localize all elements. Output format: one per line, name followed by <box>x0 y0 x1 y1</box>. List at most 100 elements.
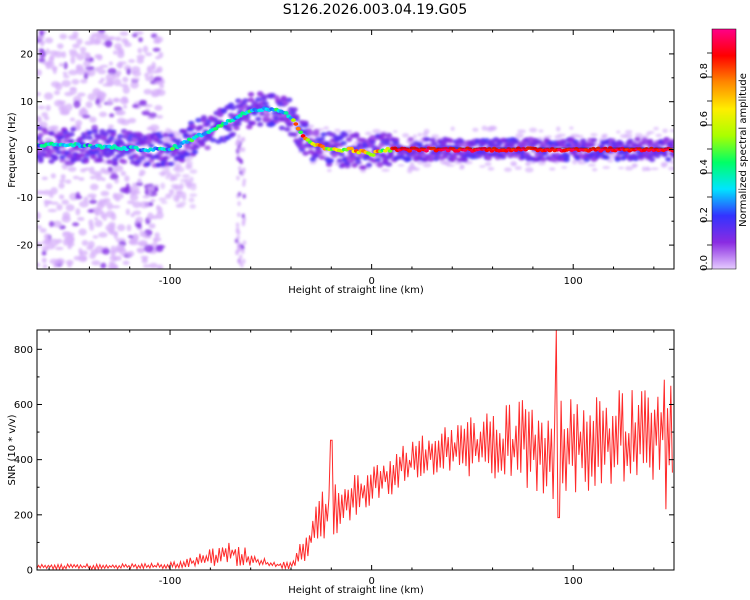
noise-speck <box>669 129 674 133</box>
ridge-halo <box>220 108 228 114</box>
noise-speck <box>88 219 94 227</box>
ridge-halo <box>380 132 387 138</box>
noise-speck <box>41 257 47 264</box>
ridge-halo <box>458 142 465 148</box>
noise-speck <box>164 165 170 171</box>
noise-speck <box>107 68 117 75</box>
noise-speck <box>538 160 546 166</box>
noise-speck <box>590 133 598 137</box>
ridge-halo <box>345 137 353 142</box>
noise-speck <box>73 100 81 109</box>
noise-speck <box>417 132 423 137</box>
ridge-halo <box>70 126 77 132</box>
ridge-halo <box>313 128 320 134</box>
noise-speck <box>65 259 74 266</box>
noise-speck <box>63 75 70 79</box>
noise-speck <box>88 240 95 249</box>
noise-speck <box>94 217 99 221</box>
ridge-halo <box>280 95 287 101</box>
noise-speck <box>142 45 149 53</box>
noise-speck <box>115 36 122 42</box>
ridge-halo <box>258 111 266 117</box>
noise-speck <box>142 257 148 261</box>
ridge-halo <box>302 150 309 156</box>
ridge-halo <box>119 141 126 147</box>
noise-speck <box>557 133 566 137</box>
noise-speck <box>353 141 359 144</box>
ridge-halo <box>148 143 155 149</box>
colorbar-tick-label: 0.4 <box>699 159 710 175</box>
ridge-halo <box>291 107 298 112</box>
noise-speck <box>174 196 180 203</box>
ridge-halo <box>512 138 520 144</box>
noise-speck <box>79 200 89 208</box>
ridge-halo <box>53 145 61 151</box>
noise-speck <box>402 133 410 138</box>
noise-speck <box>78 250 89 256</box>
ridge-halo <box>327 158 335 163</box>
noise-speck <box>237 165 242 171</box>
noise-speck <box>175 203 182 208</box>
noise-speck <box>176 133 183 137</box>
noise-speck <box>88 199 98 204</box>
y-tick-label: -20 <box>17 241 33 252</box>
ridge-halo <box>563 157 570 163</box>
noise-speck <box>105 73 116 82</box>
ridge-point <box>605 148 611 153</box>
noise-speck <box>122 85 130 94</box>
noise-speck <box>62 231 72 239</box>
noise-speck <box>160 182 166 190</box>
noise-speck <box>479 165 486 168</box>
noise-speck <box>89 36 95 42</box>
noise-speck <box>185 163 191 170</box>
noise-speck <box>549 167 556 171</box>
ridge-halo <box>385 161 393 167</box>
noise-speck <box>141 110 151 116</box>
noise-speck <box>58 62 65 67</box>
snr-xlabel: Height of straight line (km) <box>288 585 424 596</box>
noise-speck <box>144 72 149 78</box>
noise-speck <box>515 133 524 139</box>
colorbar-tick-label: 0.2 <box>699 207 710 223</box>
ridge-halo <box>246 124 253 130</box>
ridge-halo <box>374 157 382 163</box>
noise-speck <box>58 182 65 189</box>
noise-speck <box>179 201 187 206</box>
noise-speck <box>164 127 171 134</box>
noise-speck <box>139 201 150 209</box>
noise-speck <box>117 50 125 59</box>
ridge-halo <box>565 142 572 148</box>
noise-speck <box>81 239 89 246</box>
noise-speck <box>136 57 144 64</box>
noise-speck <box>149 262 158 269</box>
ridge-halo <box>111 157 119 163</box>
noise-speck <box>132 104 139 109</box>
noise-speck <box>65 103 73 111</box>
ridge-point <box>237 113 243 118</box>
noise-speck <box>115 244 125 251</box>
noise-speck <box>80 168 87 173</box>
ridge-halo <box>354 159 362 165</box>
noise-speck <box>109 173 119 180</box>
noise-speck <box>41 176 48 181</box>
noise-speck <box>56 204 63 211</box>
noise-speck <box>156 114 164 119</box>
noise-speck <box>151 61 156 70</box>
noise-speck <box>65 204 75 212</box>
noise-speck <box>587 163 596 167</box>
noise-speck <box>78 228 87 236</box>
noise-speck <box>126 250 135 257</box>
noise-speck <box>128 117 137 124</box>
noise-speck <box>235 228 240 234</box>
noise-speck <box>660 161 669 167</box>
noise-speck <box>241 213 246 219</box>
noise-speck <box>124 175 130 182</box>
ridge-halo <box>249 120 257 126</box>
noise-speck <box>609 156 615 159</box>
noise-speck <box>131 66 141 73</box>
noise-speck <box>667 166 674 171</box>
ridge-halo <box>665 157 672 162</box>
noise-speck <box>184 158 190 162</box>
